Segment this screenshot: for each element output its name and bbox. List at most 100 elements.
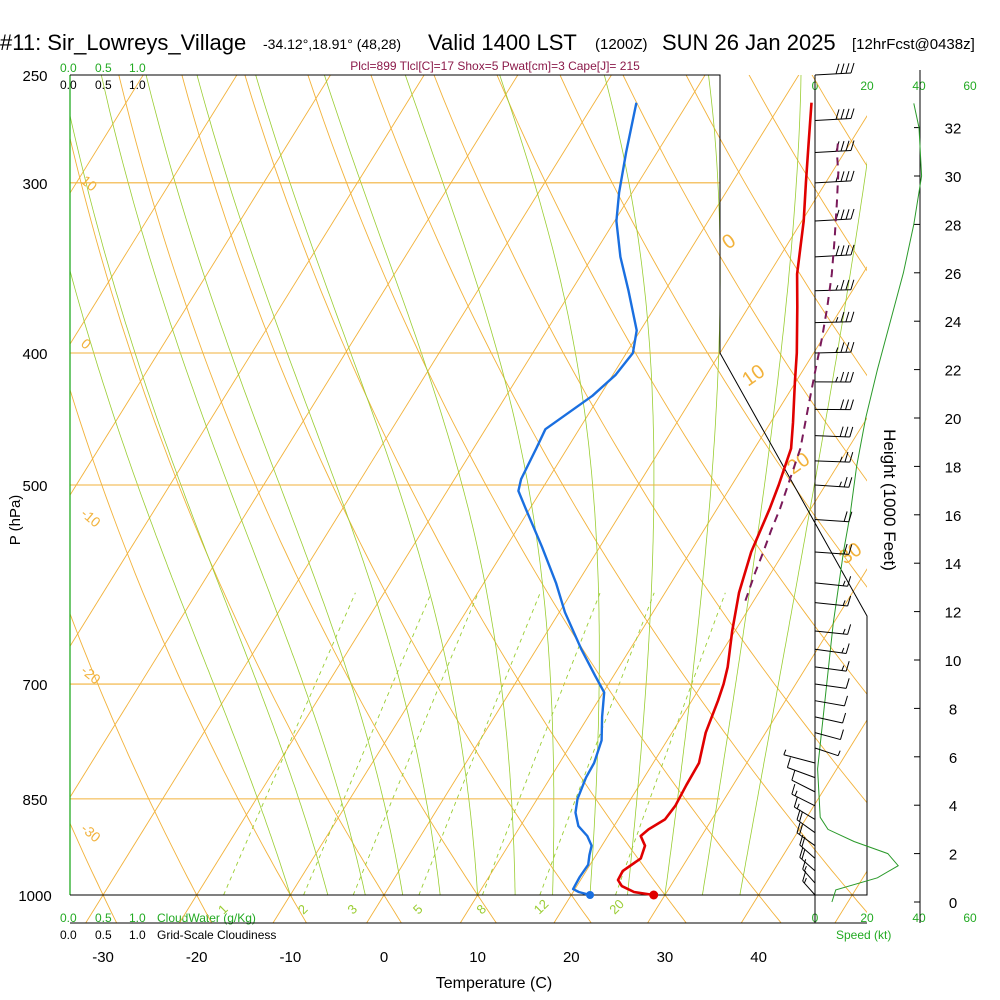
- parcel-profile: [744, 137, 840, 602]
- cloud-scale-bottom: 0.0 0.5 1.0 CloudWater (g/Kg) 0.0 0.5 1.…: [60, 911, 276, 942]
- moist-adiabat-line: [323, 75, 516, 895]
- forecast-label: [12hrFcst@0438z]: [852, 36, 975, 53]
- pressure-tick-label: 700: [22, 677, 47, 694]
- mixing-ratio-label: 5: [410, 901, 426, 917]
- height-tick-label: 24: [945, 314, 962, 331]
- pressure-tick-label: 850: [22, 792, 47, 809]
- pressure-tick-label: 300: [22, 176, 47, 193]
- height-tick-label: 32: [945, 121, 962, 138]
- height-tick-label: 4: [949, 798, 957, 815]
- wind-barb: [814, 747, 841, 757]
- valid-time: Valid 1400 LST: [428, 30, 577, 55]
- cloudwater-bottom-tick-2: 1.0: [129, 911, 146, 925]
- speed-top-tick-2: 40: [912, 79, 926, 93]
- temperature-tick-label: -30: [92, 949, 114, 966]
- height-profile-line: [817, 103, 923, 903]
- cloudwater-top-tick-1: 0.5: [95, 61, 112, 75]
- surface-temperature-dot: [649, 890, 659, 900]
- mixing-ratio-label: 12: [531, 896, 552, 917]
- cloud-scale-top: 0.0 0.5 1.0 0.0 0.5 1.0: [60, 61, 146, 92]
- wind-barb: [814, 341, 855, 354]
- dry-adiabat-label: -10: [78, 505, 104, 530]
- wind-barb: [814, 426, 854, 438]
- temperature-tick-label: 30: [657, 949, 674, 966]
- dry-adiabat-line: [70, 388, 307, 923]
- cloudiness-bottom-tick-2: 1.0: [129, 928, 146, 942]
- dry-adiabat-line: [70, 136, 402, 923]
- dry-adiabat-line: [433, 75, 867, 804]
- wind-barb: [814, 311, 855, 324]
- dry-adiabat-line: [969, 26, 1000, 924]
- background-lines: [0, 26, 1000, 924]
- moist-adiabat-line: [255, 75, 478, 896]
- height-tick-label: 8: [949, 701, 957, 718]
- moist-adiabat-line: [499, 75, 600, 896]
- wind-barb: [796, 809, 816, 834]
- sounding-profiles: [517, 102, 840, 900]
- speed-top-tick-3: 60: [963, 79, 977, 93]
- temperature-tick-label: -10: [280, 949, 302, 966]
- mixing-ratio-line: [481, 592, 601, 896]
- mixing-ratio-line: [615, 592, 726, 896]
- height-tick-label: 30: [945, 169, 962, 186]
- wind-barb: [783, 749, 816, 764]
- dry-adiabat-line: [118, 75, 497, 923]
- height-tick-label: 20: [945, 411, 962, 428]
- wind-barb: [814, 62, 855, 76]
- moist-adiabat-line: [70, 269, 291, 896]
- wind-barb: [791, 770, 816, 793]
- dry-adiabat-label: 0: [78, 335, 94, 352]
- moist-adiabat-line: [664, 75, 721, 896]
- isotherm-line: [459, 266, 867, 923]
- moist-adiabat-label: 0: [718, 230, 740, 254]
- wind-barb: [814, 678, 850, 689]
- isotherm-line: [70, 75, 519, 799]
- wind-barb: [814, 170, 855, 184]
- height-profile: [817, 103, 923, 903]
- wind-barb: [814, 451, 854, 463]
- mixing-ratio-line: [352, 592, 479, 896]
- cloudwater-bottom-tick-1: 0.5: [95, 911, 112, 925]
- isotherm-line: [272, 75, 800, 923]
- speed-bottom-tick-1: 20: [860, 911, 874, 925]
- isotherm-line: [178, 75, 706, 923]
- wind-barb: [814, 399, 854, 411]
- cloudwater-label: CloudWater (g/Kg): [157, 911, 256, 925]
- dry-adiabat-line: [0, 26, 22, 924]
- moist-adiabat-line: [702, 75, 802, 896]
- wind-barb: [814, 208, 855, 222]
- wind-barb: [786, 757, 816, 779]
- isotherm-line: [366, 115, 867, 923]
- wind-barb: [814, 108, 855, 122]
- wind-barb: [802, 859, 816, 884]
- isotherm-line: [0, 26, 80, 924]
- mixing-ratio-line: [539, 592, 655, 896]
- height-tick-label: 10: [945, 653, 962, 670]
- cloudiness-bottom-tick-0: 0.0: [60, 928, 77, 942]
- moist-adiabat-line: [196, 75, 441, 896]
- temperature-tick-label: 10: [469, 949, 486, 966]
- isotherm-line: [70, 75, 425, 648]
- speed-top-tick-1: 20: [860, 79, 874, 93]
- wind-barb: [814, 695, 848, 707]
- moist-adiabat-line: [603, 75, 655, 896]
- pressure-tick-label: 500: [22, 478, 47, 495]
- isotherm-line: [553, 417, 867, 923]
- wind-barb: [814, 643, 850, 655]
- dry-adiabat-line: [846, 26, 1000, 924]
- x-axis-title: Temperature (C): [436, 975, 552, 992]
- speed-bottom-tick-2: 40: [912, 911, 926, 925]
- isotherm-line: [740, 719, 867, 923]
- plot-border: [70, 74, 868, 896]
- wind-barb: [814, 595, 852, 607]
- height-tick-label: 22: [945, 363, 962, 380]
- wind-barb: [814, 661, 850, 672]
- moist-adiabat-line: [404, 75, 555, 896]
- isotherm-line: [834, 870, 867, 923]
- dry-adiabat-line: [559, 75, 867, 588]
- height-axis-title: Height (1000 Feet): [880, 429, 899, 571]
- moist-adiabat-line: [145, 75, 404, 896]
- height-tick-label: 12: [945, 605, 962, 622]
